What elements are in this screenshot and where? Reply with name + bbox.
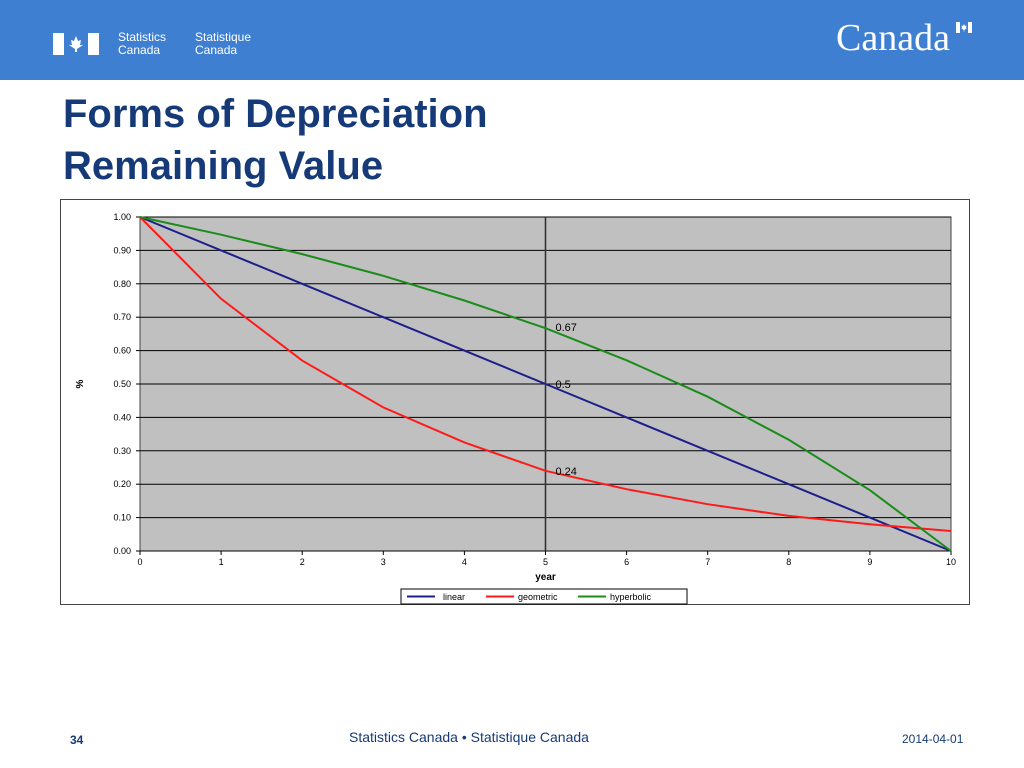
legend-box — [400, 588, 688, 605]
header-banner: Statistics Canada Statistique Canada Can… — [0, 0, 1024, 80]
y-tick-label: 1.00 — [113, 212, 131, 222]
wordmark-flag-icon — [956, 22, 972, 33]
y-tick-label: 0.60 — [113, 346, 131, 356]
footer-text: Statistics Canada • Statistique Canada — [349, 729, 589, 745]
slide-title-line1: Forms of Depreciation — [63, 92, 488, 136]
x-tick-label: 1 — [219, 557, 224, 567]
agency-en-line2: Canada — [118, 43, 161, 57]
page-number: 34 — [70, 733, 84, 747]
x-tick-label: 0 — [137, 557, 142, 567]
y-tick-label: 0.40 — [113, 412, 131, 422]
y-tick-label: 0.80 — [113, 279, 131, 289]
x-tick-label: 2 — [300, 557, 305, 567]
canada-wordmark: Canada — [836, 17, 950, 59]
data-label: 0.24 — [556, 466, 577, 478]
x-tick-label: 8 — [786, 557, 791, 567]
y-axis-label: % — [75, 379, 86, 388]
y-tick-label: 0.30 — [113, 446, 131, 456]
agency-en-line1: Statistics — [118, 30, 167, 44]
y-tick-label: 0.00 — [113, 546, 131, 556]
legend-label-geometric: geometric — [518, 592, 558, 602]
x-tick-label: 6 — [624, 557, 629, 567]
x-tick-label: 7 — [705, 557, 710, 567]
x-tick-label: 5 — [543, 557, 548, 567]
x-axis-label: year — [535, 572, 556, 583]
legend-label-linear: linear — [443, 592, 465, 602]
y-tick-label: 0.10 — [113, 513, 131, 523]
x-tick-label: 9 — [867, 557, 872, 567]
chart-frame: 0.00 0.10 0.20 0.30 0.40 0.50 0.60 0.70 0.80 0.90… — [60, 199, 970, 605]
series-line-geometric — [139, 216, 952, 532]
y-tick-label: 0.70 — [113, 312, 131, 322]
slide-title: Forms of Depreciation Remaining Value — [63, 88, 488, 192]
agency-fr-line2: Canada — [195, 43, 238, 57]
x-tick-label: 3 — [381, 557, 386, 567]
agency-fr-line1: Statistique — [195, 30, 252, 44]
depreciation-chart: 0.000.100.200.300.400.500.600.700.800.90… — [75, 212, 956, 605]
data-label: 0.5 — [556, 379, 571, 391]
legend-label-hyperbolic: hyperbolic — [610, 592, 652, 602]
y-tick-label: 0.50 — [113, 379, 131, 389]
series-line-linear — [139, 216, 952, 552]
x-tick-label: 10 — [946, 557, 956, 567]
agency-name-en: Statistics Canada — [118, 31, 166, 57]
canada-flag-icon — [53, 33, 99, 55]
y-tick-label: 0.90 — [113, 245, 131, 255]
data-label: 0.67 — [556, 322, 577, 334]
x-tick-label: 4 — [462, 557, 467, 567]
series-line-hyperbolic — [139, 216, 952, 552]
y-tick-label: 0.20 — [113, 479, 131, 489]
agency-name-fr: Statistique Canada — [195, 31, 251, 57]
footer-date: 2014-04-01 — [902, 732, 964, 746]
slide-title-line2: Remaining Value — [63, 144, 384, 188]
